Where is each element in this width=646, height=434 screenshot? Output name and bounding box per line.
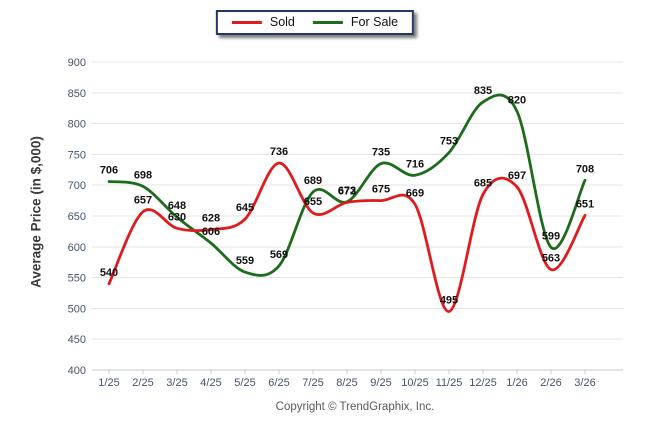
y-tick-label: 500 [68,303,86,315]
data-label: 669 [406,187,424,199]
x-axis-ticks [108,370,586,374]
for-sale-data-labels: 706 698 648 606 559 569 689 673 735 716 753 835 820 5… [100,85,594,267]
y-tick-label: 900 [68,57,86,69]
sold-data-labels: 540 657 630 628 645 736 655 672 675 669 495 685 697 5… [100,146,594,306]
legend-label-for-sale: For Sale [350,15,399,29]
x-tick-label: 4/25 [200,377,221,389]
x-tick-label: 3/25 [166,377,187,389]
y-tick-label: 700 [68,180,86,192]
data-label: 736 [270,146,288,158]
copyright-text: Copyright © TrendGraphix, Inc. [275,401,435,413]
data-label: 820 [508,94,526,106]
data-label: 697 [508,170,526,182]
gridlines [92,61,623,340]
x-tick-label: 6/25 [268,377,289,389]
data-label: 606 [202,226,220,238]
x-tick-label: 7/25 [302,377,323,389]
data-label: 689 [304,175,322,187]
x-tick-label: 1/25 [98,377,119,389]
x-tick-label: 10/25 [401,377,429,389]
y-axis-title: Average Price (in $,000) [28,136,44,288]
y-tick-label: 600 [68,242,86,254]
for-sale-line-icon [312,20,343,24]
data-label: 716 [406,158,424,170]
y-tick-label: 400 [68,365,86,377]
y-tick-label: 550 [68,273,86,285]
data-label: 675 [372,184,390,196]
x-tick-label: 8/25 [336,377,357,389]
x-tick-label: 11/25 [436,377,463,389]
data-label: 657 [134,195,152,207]
x-tick-label: 5/25 [234,377,255,389]
y-tick-label: 750 [68,149,86,161]
x-tick-label: 3/26 [574,377,595,389]
x-tick-label: 2/25 [132,377,153,389]
data-label: 495 [440,294,458,306]
y-tick-label: 800 [68,119,86,131]
data-label: 559 [236,255,254,267]
data-label: 672 [338,185,356,197]
legend: Sold For Sale [215,10,415,35]
data-label: 563 [542,253,560,265]
y-tick-label: 850 [68,88,86,100]
data-label: 835 [474,85,492,97]
data-label: 753 [440,136,458,148]
data-label: 645 [236,202,254,214]
x-tick-label: 1/26 [506,377,527,389]
sold-line [107,161,587,313]
x-axis-labels: 1/25 2/25 3/25 4/25 5/25 6/25 7/25 8/25 9/25 10/2… [98,377,595,389]
sold-line-icon [231,20,262,24]
data-label: 569 [270,249,288,261]
data-label: 698 [134,169,152,181]
data-label: 708 [576,163,594,175]
x-tick-label: 9/25 [370,377,391,389]
legend-item-for-sale: For Sale [312,15,399,29]
data-label: 630 [168,211,186,223]
y-tick-label: 450 [68,334,86,346]
data-label: 651 [576,198,594,210]
legend-label-sold: Sold [269,15,295,29]
data-label: 599 [542,230,560,242]
data-label: 735 [372,147,390,159]
data-label: 540 [100,267,118,279]
x-tick-label: 12/25 [469,377,497,389]
data-label: 706 [100,165,118,177]
legend-item-sold: Sold [231,15,295,29]
y-tick-label: 650 [68,211,86,223]
data-label: 685 [474,177,492,189]
data-label: 628 [202,213,220,225]
x-tick-label: 2/26 [540,377,561,389]
data-label: 648 [168,200,186,212]
y-axis-labels: 400 450 500 550 600 650 700 750 800 850 900 [68,57,86,377]
data-label: 655 [304,196,322,208]
data-label: 673 [338,185,356,197]
